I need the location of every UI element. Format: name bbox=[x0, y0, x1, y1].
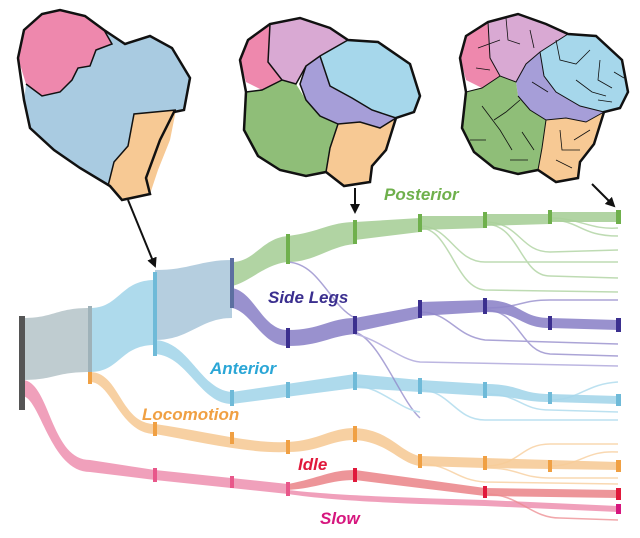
map1-orange-region bbox=[108, 110, 176, 200]
sankey-minor-branches bbox=[287, 217, 619, 521]
label-idle: Idle bbox=[298, 455, 327, 474]
label-anterior: Anterior bbox=[209, 359, 278, 378]
map-level-1 bbox=[16, 8, 192, 202]
label-posterior: Posterior bbox=[384, 185, 460, 204]
map-level-3 bbox=[458, 12, 630, 184]
map1-pink-region bbox=[18, 10, 112, 96]
label-locomotion: Locomotion bbox=[142, 405, 239, 424]
label-slow: Slow bbox=[320, 509, 361, 528]
map-level-2 bbox=[238, 16, 422, 188]
map1-outline bbox=[16, 8, 192, 202]
sankey-nodes bbox=[19, 210, 621, 514]
sankey-flows bbox=[22, 212, 618, 512]
down-arrow-icon bbox=[591, 183, 616, 208]
label-side-legs: Side Legs bbox=[268, 288, 348, 307]
down-arrow-icon bbox=[127, 199, 157, 268]
